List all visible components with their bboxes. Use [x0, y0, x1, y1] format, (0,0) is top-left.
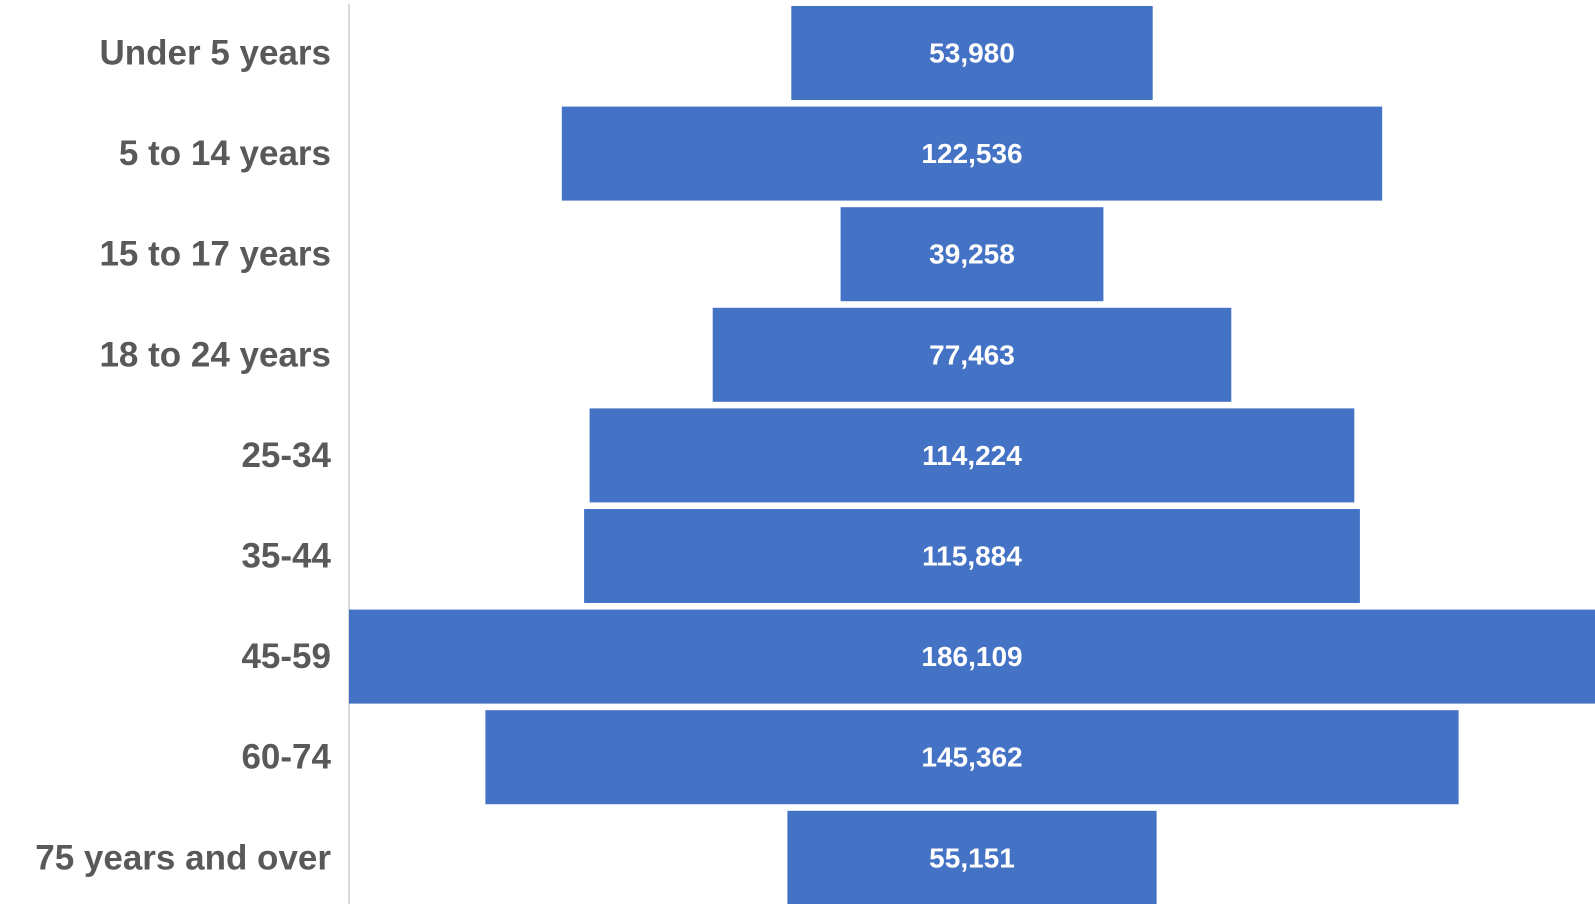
bar-0 [791, 6, 1153, 100]
bar-5 [584, 509, 1360, 603]
category-label: 60-74 [241, 738, 331, 777]
bar-1 [561, 106, 1383, 201]
data-label: 115,884 [922, 541, 1022, 572]
category-label: 18 to 24 years [99, 335, 331, 374]
category-label: Under 5 years [99, 34, 331, 73]
bar-7 [485, 710, 1459, 805]
data-label: 145,362 [921, 742, 1022, 773]
bar-6 [349, 609, 1595, 704]
category-label: 25-34 [241, 436, 331, 475]
category-label: 15 to 17 years [99, 235, 331, 274]
bar-3 [712, 307, 1232, 402]
category-label: 35-44 [241, 537, 331, 576]
bar-4 [589, 408, 1355, 503]
data-label: 53,980 [929, 38, 1015, 69]
category-label: 75 years and over [35, 838, 331, 877]
bar-2 [840, 207, 1104, 302]
data-label: 39,258 [929, 239, 1015, 270]
category-labels-group: Under 5 years 5 to 14 years 15 to 17 years… [35, 34, 331, 878]
category-label: 45-59 [241, 637, 331, 676]
data-label: 55,151 [929, 842, 1015, 873]
data-label: 114,224 [922, 440, 1022, 471]
bar-8 [787, 810, 1157, 904]
data-label: 186,109 [921, 641, 1022, 672]
bars-group [349, 6, 1595, 904]
data-labels-group: 53,980 122,536 39,258 77,463 114,224 115,884 1… [921, 38, 1022, 874]
data-label: 122,536 [921, 138, 1022, 169]
data-label: 77,463 [929, 339, 1015, 370]
category-label: 5 to 14 years [119, 134, 331, 173]
